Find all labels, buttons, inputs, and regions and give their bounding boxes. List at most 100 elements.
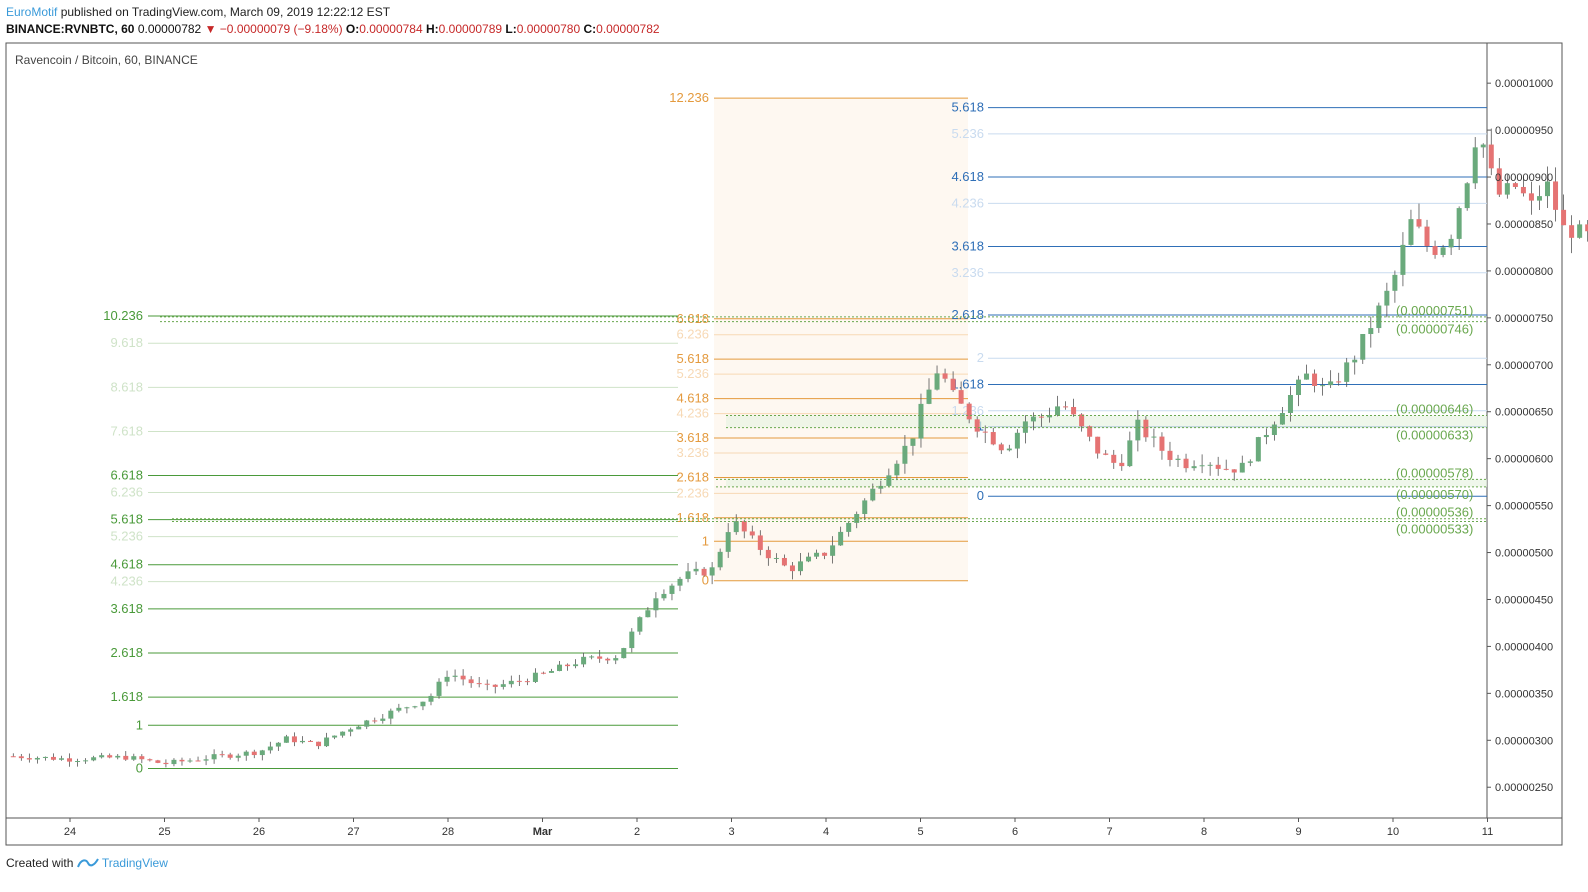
candle-body	[1520, 186, 1526, 194]
candle-body	[227, 754, 233, 758]
candle-body	[1312, 373, 1318, 386]
x-tick-label: 11	[1482, 826, 1493, 838]
chart-title: Ravencoin / Bitcoin, 60, BINANCE	[15, 53, 198, 67]
price-tag-label: (0.00000746)	[1396, 322, 1473, 337]
candle-body	[388, 710, 394, 719]
candle-body	[1488, 144, 1494, 169]
time-axis-frame[interactable]	[5, 817, 1563, 846]
price-axis-frame[interactable]	[1486, 42, 1563, 819]
candle-body	[275, 742, 281, 747]
candle-body	[589, 656, 595, 658]
candle-body	[524, 681, 530, 683]
candle-body	[677, 578, 683, 586]
candle-body	[629, 631, 635, 649]
x-tick-label: 6	[1012, 826, 1018, 838]
candle-body	[508, 680, 514, 685]
y-tick-label: 0.00000650	[1495, 407, 1553, 419]
candle-body	[139, 756, 145, 760]
candle-body	[1103, 453, 1109, 455]
candle-body	[500, 684, 506, 687]
candle-body	[1336, 381, 1342, 383]
candle-body	[1087, 426, 1093, 437]
high-value: 0.00000789	[438, 22, 503, 36]
author-link[interactable]: EuroMotif	[6, 5, 58, 19]
ohlc-legend: BINANCE:RVNBTC, 60 0.00000782 ▼ −0.00000…	[6, 22, 660, 36]
fib-level-label: 2.618	[676, 469, 709, 484]
low-value: 0.00000780	[516, 22, 581, 36]
candle-body	[107, 755, 113, 758]
x-tick-label: 3	[728, 826, 734, 838]
candle-body	[1536, 196, 1542, 201]
tradingview-logo-icon	[76, 856, 102, 870]
candle-body	[356, 726, 362, 730]
candle-body	[91, 757, 97, 761]
candle-body	[565, 664, 571, 667]
candle-body	[830, 545, 836, 556]
candle-body	[982, 431, 988, 433]
candle-body	[1545, 181, 1551, 197]
candle-body	[926, 389, 932, 404]
x-tick-label: 24	[64, 826, 76, 838]
candle-body	[1014, 432, 1020, 449]
x-tick-label: 8	[1201, 826, 1207, 838]
candle-body	[1432, 246, 1438, 255]
high-label: H:	[426, 22, 439, 36]
x-axis: 24 25 26 27 28 Mar 2 3 4 5 6 7 8 9 10 11	[64, 818, 1493, 838]
candle-body	[637, 617, 643, 632]
y-tick-label: 0.00000350	[1495, 688, 1553, 700]
candle-body	[1464, 183, 1470, 209]
candle-body	[1263, 434, 1269, 438]
candle-body	[1071, 406, 1077, 415]
candle-body	[685, 571, 691, 579]
fib-level-label: 1	[136, 717, 143, 732]
candle-body	[1119, 462, 1125, 467]
close-label: C:	[583, 22, 597, 36]
publish-text: published on TradingView.com, March 09, …	[60, 5, 391, 19]
price-tag-label: (0.00000751)	[1396, 303, 1473, 318]
low-label: L:	[505, 22, 517, 36]
candle-body	[990, 432, 996, 445]
candle-body	[316, 741, 322, 747]
candle-body	[1151, 436, 1157, 438]
candle-body	[484, 683, 490, 685]
candle-body	[460, 675, 466, 680]
candle-body	[661, 593, 667, 599]
created-with-text: Created with	[6, 856, 74, 870]
candle-body	[741, 521, 747, 532]
fib-level-label: 6.236	[110, 484, 143, 499]
candle-body	[717, 551, 723, 568]
fib-level-label: 12.236	[669, 90, 709, 105]
price-tags: (0.00000751) (0.00000746) (0.00000646) (0.0…	[160, 303, 1487, 537]
candle-body	[573, 664, 579, 667]
candle-body	[1223, 468, 1229, 470]
candle-body	[1215, 464, 1221, 469]
y-tick-label: 0.00000750	[1495, 313, 1553, 325]
candle-body	[67, 758, 73, 762]
candle-body	[1368, 328, 1374, 335]
fib-level-label: 2	[977, 350, 984, 365]
candle-body	[452, 675, 458, 677]
close-value: 0.00000782	[596, 22, 660, 36]
candle-body	[1585, 224, 1588, 232]
candle-body	[340, 731, 346, 736]
candle-body	[283, 736, 289, 743]
candle-body	[613, 658, 619, 661]
tag-band	[726, 415, 1487, 428]
candle-body	[814, 552, 820, 557]
candle-body	[1344, 362, 1350, 382]
candle-body	[958, 390, 964, 404]
y-tick-label: 0.00000900	[1495, 172, 1553, 184]
candle-body	[838, 531, 844, 546]
tradingview-link[interactable]: TradingView	[101, 856, 168, 870]
fib-level-label: 1	[702, 533, 709, 548]
candle-body	[902, 445, 908, 464]
candle-body	[436, 681, 442, 696]
fib-level-label: 3.236	[951, 265, 984, 280]
candle-body	[605, 658, 611, 661]
candle-body	[645, 610, 651, 618]
candle-body	[163, 762, 169, 765]
candle-body	[934, 373, 940, 390]
candle-body	[1279, 413, 1285, 425]
candle-body	[701, 568, 707, 576]
